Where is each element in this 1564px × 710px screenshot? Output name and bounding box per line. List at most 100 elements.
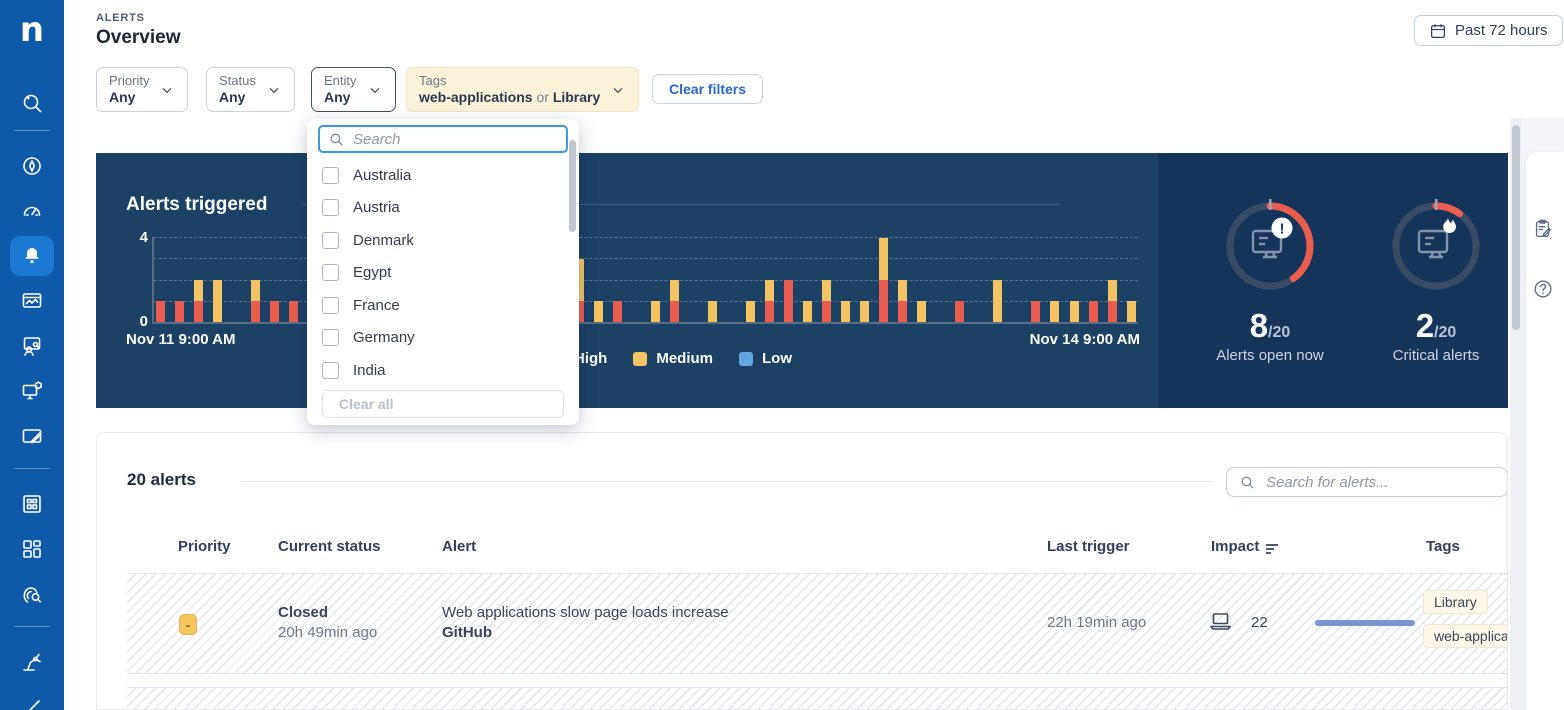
option-germany[interactable]: Germany: [307, 322, 579, 355]
filter-priority[interactable]: Priority Any: [96, 67, 189, 112]
metrics-chart-icon[interactable]: [10, 281, 54, 321]
entity-dropdown: Search Australia Austria Denmark Egypt F…: [307, 119, 579, 425]
filter-value: web-applications or Library: [419, 88, 601, 105]
checkbox[interactable]: [322, 264, 339, 282]
people-board-icon[interactable]: [10, 326, 54, 366]
clear-filters-button[interactable]: Clear filters: [652, 74, 764, 104]
gauge-label: Alerts open now: [1216, 347, 1324, 364]
clear-all-button[interactable]: Clear all: [322, 390, 564, 418]
gauge-alerts-open: ! 8/20 Alerts open now: [1180, 191, 1360, 364]
alert-row[interactable]: Library: [127, 687, 1507, 709]
gridline: [154, 301, 1138, 302]
filter-status[interactable]: Status Any: [206, 67, 295, 112]
option-france[interactable]: France: [307, 289, 579, 322]
column-header-priority[interactable]: Priority: [178, 538, 231, 555]
filter-label: Entity: [324, 72, 357, 88]
alert-row[interactable]: - Closed 20h 49min ago Web applications …: [127, 573, 1507, 674]
filter-label: Priority: [109, 72, 150, 88]
checkbox[interactable]: [322, 231, 339, 249]
checkbox[interactable]: [322, 361, 339, 379]
sidebar-divider: [14, 468, 50, 469]
option-egypt[interactable]: Egypt: [307, 257, 579, 290]
chart-title: Alerts triggered: [126, 194, 268, 215]
ai-search-icon[interactable]: [10, 83, 54, 123]
search-placeholder: Search for alerts...: [1266, 473, 1389, 491]
option-australia[interactable]: Australia: [307, 159, 579, 192]
gauge-value: 2/20: [1415, 307, 1457, 344]
right-rail-card: [1526, 152, 1564, 710]
alert-status: Closed: [278, 604, 329, 621]
column-header-status[interactable]: Current status: [278, 538, 381, 555]
card-edit-icon[interactable]: [10, 416, 54, 456]
search-placeholder: Search: [353, 130, 401, 148]
compass-icon[interactable]: [10, 146, 54, 186]
gauge-label: Critical alerts: [1392, 347, 1480, 364]
sort-icon[interactable]: [1265, 543, 1279, 555]
checkbox[interactable]: [322, 296, 339, 314]
page-scrollbar[interactable]: [1510, 118, 1522, 710]
tiles-icon[interactable]: [10, 529, 54, 569]
filter-value: Any: [109, 88, 136, 105]
alerts-table-card: 20 alerts Search for alerts... Priority …: [96, 432, 1508, 710]
discover-listen-icon[interactable]: [10, 574, 54, 614]
calendar-icon: [1429, 22, 1447, 40]
column-header-impact[interactable]: Impact: [1211, 538, 1260, 555]
filter-entity[interactable]: Entity Any: [311, 67, 396, 112]
time-range-button[interactable]: Past 72 hours: [1414, 15, 1563, 46]
tag-chip: web-applica: [1423, 624, 1507, 648]
time-range-label: Past 72 hours: [1455, 22, 1548, 39]
integrations-arm-icon[interactable]: [10, 642, 54, 682]
feedback-clipboard-icon[interactable]: [1532, 218, 1554, 240]
customize-brush-icon[interactable]: [10, 688, 54, 710]
filter-value: Any: [324, 88, 351, 105]
gauge-tick: [1269, 199, 1272, 210]
checkbox[interactable]: [322, 329, 339, 347]
gridline: [154, 280, 1138, 281]
alerts-count-title: 20 alerts: [127, 470, 196, 489]
gauge-critical-alerts: 2/20 Critical alerts: [1346, 191, 1526, 364]
filter-tags[interactable]: Tags web-applications or Library: [406, 67, 640, 112]
x-axis-line: [152, 322, 1138, 324]
alert-source: GitHub: [442, 624, 492, 641]
search-icon: [1239, 474, 1256, 491]
help-question-icon[interactable]: [1532, 278, 1554, 300]
alerts-bell-icon[interactable]: [10, 236, 54, 276]
checkbox[interactable]: [322, 166, 339, 184]
chevron-down-icon: [610, 82, 626, 98]
option-austria[interactable]: Austria: [307, 192, 579, 225]
alert-title: Web applications slow page loads increas…: [442, 604, 729, 621]
gauge-value: 8/20: [1249, 307, 1291, 344]
scrollbar-thumb[interactable]: [1512, 125, 1520, 330]
legend-item-low[interactable]: Low: [739, 350, 792, 367]
x-axis-end-label: Nov 14 9:00 AM: [1029, 331, 1140, 348]
column-header-alert[interactable]: Alert: [442, 538, 477, 555]
nodes-cube-icon[interactable]: [10, 371, 54, 411]
tag-chip: Library: [1423, 590, 1488, 614]
checkbox[interactable]: [322, 199, 339, 217]
chevron-down-icon: [266, 82, 282, 98]
netdata-logo[interactable]: n: [19, 10, 45, 50]
chevron-down-icon: [367, 82, 383, 98]
legend-item-medium[interactable]: Medium: [633, 350, 713, 367]
column-header-tags[interactable]: Tags: [1426, 538, 1460, 555]
monitor-flame-icon: [1417, 229, 1449, 259]
laptop-icon: [1209, 612, 1232, 630]
dropdown-search-input[interactable]: Search: [318, 125, 568, 153]
dashboard-gauge-icon[interactable]: [10, 191, 54, 231]
y-axis-tick-min: 0: [139, 313, 148, 330]
column-header-last-trigger[interactable]: Last trigger: [1047, 538, 1130, 555]
impact-value: 22: [1251, 614, 1268, 631]
alerts-summary-panel: ! 8/20 Alerts open now 2/20 Critical ale…: [1158, 153, 1508, 408]
sidebar-divider: [14, 130, 50, 131]
y-axis-tick-max: 4: [139, 229, 148, 246]
option-denmark[interactable]: Denmark: [307, 224, 579, 257]
alerts-search-input[interactable]: Search for alerts...: [1226, 467, 1507, 497]
dropdown-option-list: Australia Austria Denmark Egypt France G…: [307, 159, 579, 387]
legend-swatch-low: [739, 351, 753, 366]
gridline: [154, 237, 1138, 238]
dropdown-scrollbar[interactable]: [569, 140, 576, 232]
dashboards-grid-icon[interactable]: [10, 484, 54, 524]
filter-label: Status: [219, 72, 256, 88]
option-india[interactable]: India: [307, 354, 579, 387]
x-axis-start-label: Nov 11 9:00 AM: [126, 331, 236, 348]
